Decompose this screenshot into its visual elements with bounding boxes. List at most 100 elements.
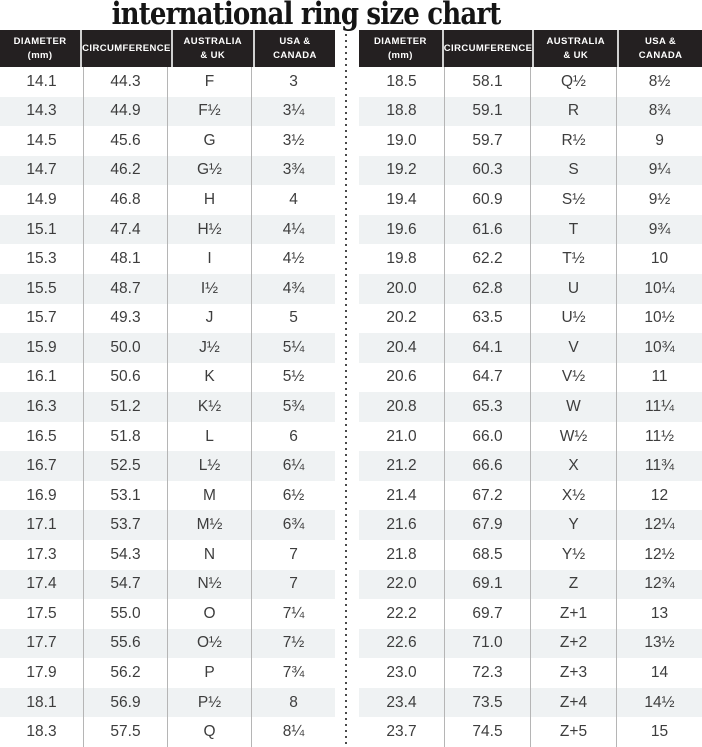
table-row: 17.3 54.3 N 7 — [0, 540, 335, 570]
table-cell: 22.6 — [386, 634, 417, 652]
table-cell: 50.6 — [83, 362, 167, 393]
table-cell: S — [530, 155, 616, 186]
table-row: 20.0 62.8 U 10¼ — [359, 273, 702, 304]
table-cell: 69.7 — [444, 599, 530, 629]
table-cell: 19.0 — [386, 131, 417, 149]
table-row: 15.5 48.7 I½ 4¾ — [0, 273, 335, 304]
table-cell: Y — [530, 510, 616, 540]
column-header: AUSTRALIA & UK — [170, 30, 253, 67]
dotted-divider — [345, 34, 347, 747]
table-cell: 46.2 — [83, 155, 167, 186]
table-cell: 9½ — [616, 185, 702, 215]
table-cell: 22.2 — [386, 604, 417, 622]
table-row: 22.2 69.7 Z+1 13 — [359, 599, 702, 629]
table-cell: 22.0 — [386, 575, 417, 593]
table-row: 17.7 55.6 O½ 7½ — [0, 628, 335, 659]
table-cell: 19.6 — [386, 220, 417, 238]
table-cell: 47.4 — [83, 214, 167, 245]
table-cell: 58.1 — [444, 67, 530, 97]
table-cell: O½ — [167, 628, 251, 659]
table-cell: T — [530, 214, 616, 245]
table-cell: 17.9 — [26, 664, 57, 682]
table-cell: M — [167, 480, 251, 511]
table-cell: 19.2 — [386, 161, 417, 179]
table-cell: U — [530, 273, 616, 304]
table-cell: 63.5 — [444, 303, 530, 334]
table-row: 15.9 50.0 J½ 5¼ — [0, 333, 335, 363]
column-header: USA & CANADA — [617, 30, 702, 67]
table-cell: 5 — [251, 303, 335, 334]
table-cell: Y½ — [530, 540, 616, 570]
table-cell: 69.1 — [444, 569, 530, 600]
table-cell: I — [167, 244, 251, 274]
table-row: 18.1 56.9 P½ 8 — [0, 687, 335, 718]
table-cell: 7¼ — [251, 599, 335, 629]
table-cell: 15 — [616, 717, 702, 747]
table-row: 23.0 72.3 Z+3 14 — [359, 658, 702, 688]
table-cell: M½ — [167, 510, 251, 540]
table-cell: 10½ — [616, 303, 702, 334]
table-cell: 57.5 — [83, 717, 167, 747]
table-cell: 4¾ — [251, 273, 335, 304]
table-cell: 18.3 — [26, 723, 57, 741]
table-row: 19.4 60.9 S½ 9½ — [359, 185, 702, 215]
table-cell: 7 — [251, 569, 335, 600]
table-row: 19.0 59.7 R½ 9 — [359, 126, 702, 156]
table-cell: Z+1 — [530, 599, 616, 629]
table-cell: 11½ — [616, 421, 702, 452]
table-cell: 3 — [251, 67, 335, 97]
table-row: 14.7 46.2 G½ 3¾ — [0, 155, 335, 186]
table-cell: K½ — [167, 392, 251, 422]
table-cell: 7¾ — [251, 658, 335, 688]
table-row: 21.2 66.6 X 11¾ — [359, 451, 702, 481]
table-cell: 3¼ — [251, 96, 335, 127]
table-cell: 54.3 — [83, 540, 167, 570]
table-cell: S½ — [530, 185, 616, 215]
table-cell: 6½ — [251, 480, 335, 511]
table-row: 22.0 69.1 Z 12¾ — [359, 569, 702, 600]
table-cell: 12¾ — [616, 569, 702, 600]
table-cell: Q½ — [530, 67, 616, 97]
table-cell: 17.5 — [26, 604, 57, 622]
table-row: 23.7 74.5 Z+5 15 — [359, 717, 702, 747]
table-cell: G — [167, 126, 251, 156]
table-cell: N½ — [167, 569, 251, 600]
table-cell: 4½ — [251, 244, 335, 274]
table-cell: 11¼ — [616, 392, 702, 422]
table-cell: 61.6 — [444, 214, 530, 245]
table-body: 14.1 44.3 F 3 14.3 44.9 F½ 3¼ 14.5 45.6 G 3½ 14.7 46.… — [0, 67, 335, 747]
table-row: 16.3 51.2 K½ 5¾ — [0, 392, 335, 422]
table-cell: 44.9 — [83, 96, 167, 127]
table-cell: 11¾ — [616, 451, 702, 481]
table-cell: J — [167, 303, 251, 334]
table-row: 17.1 53.7 M½ 6¾ — [0, 510, 335, 540]
table-cell: T½ — [530, 244, 616, 274]
table-row: 20.2 63.5 U½ 10½ — [359, 303, 702, 334]
table-row: 20.6 64.7 V½ 11 — [359, 362, 702, 393]
table-header-row: DIAMETER (mm) CIRCUMFERENCE AUSTRALIA & UK… — [359, 30, 702, 67]
table-cell: 16.7 — [26, 457, 57, 475]
table-cell: Z+2 — [530, 628, 616, 659]
table-cell: W½ — [530, 421, 616, 452]
table-row: 18.3 57.5 Q 8¼ — [0, 717, 335, 747]
table-cell: 55.0 — [83, 599, 167, 629]
table-cell: 49.3 — [83, 303, 167, 334]
table-cell: 48.1 — [83, 244, 167, 274]
table-cell: 18.1 — [26, 693, 57, 711]
table-cell: 5¾ — [251, 392, 335, 422]
table-cell: 23.4 — [386, 693, 417, 711]
table-cell: 21.4 — [386, 486, 417, 504]
table-cell: 4¼ — [251, 214, 335, 245]
table-cell: H½ — [167, 214, 251, 245]
table-cell: F½ — [167, 96, 251, 127]
table-cell: 12¼ — [616, 510, 702, 540]
table-cell: 16.3 — [26, 397, 57, 415]
table-row: 17.5 55.0 O 7¼ — [0, 599, 335, 629]
table-row: 18.5 58.1 Q½ 8½ — [359, 67, 702, 97]
column-header: CIRCUMFERENCE — [441, 30, 533, 67]
table-cell: 59.7 — [444, 126, 530, 156]
table-cell: 6¼ — [251, 451, 335, 481]
table-cell: 8½ — [616, 67, 702, 97]
table-cell: 66.0 — [444, 421, 530, 452]
table-row: 21.4 67.2 X½ 12 — [359, 480, 702, 511]
